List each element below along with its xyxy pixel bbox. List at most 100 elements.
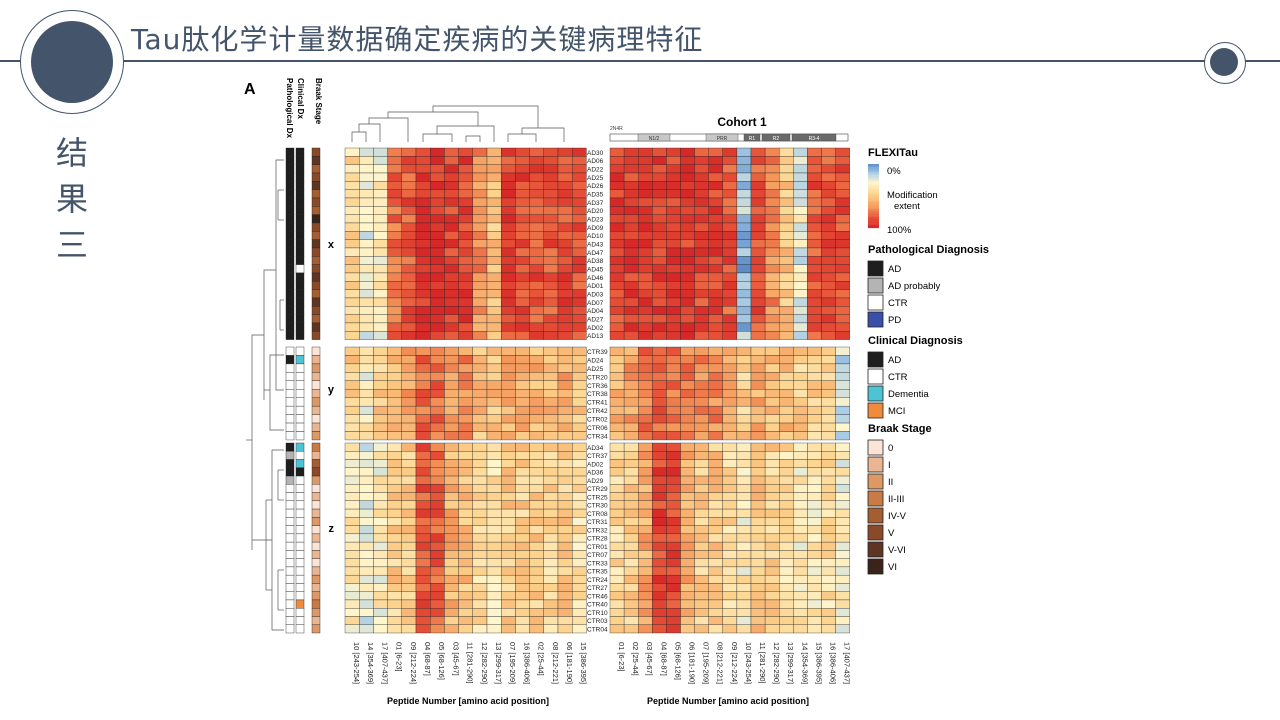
- heatmap-cell: [557, 525, 573, 535]
- heatmap-cell: [708, 574, 723, 584]
- heatmap-cell: [501, 616, 516, 625]
- sample-label: AD38: [587, 258, 604, 265]
- heatmap-cell: [359, 624, 374, 634]
- legend-gradient-step: [868, 194, 879, 197]
- heatmap-cell: [652, 189, 667, 199]
- heatmap-cell: [652, 541, 667, 551]
- heatmap-cell: [472, 389, 488, 398]
- heatmap-cell: [373, 363, 388, 373]
- annotation-cell: [295, 181, 305, 190]
- heatmap-cell: [387, 608, 402, 617]
- heatmap-cell: [430, 397, 445, 407]
- heatmap-cell: [750, 239, 766, 249]
- heatmap-cell: [359, 459, 374, 468]
- heatmap-cell: [430, 164, 445, 174]
- heatmap-cell: [708, 355, 723, 365]
- heatmap-cell: [444, 583, 459, 592]
- heatmap-cell: [359, 222, 374, 232]
- heatmap-cell: [708, 272, 723, 282]
- column-label: 07 [195-209]: [702, 642, 711, 684]
- heatmap-cell: [722, 508, 738, 518]
- heatmap-cell: [835, 517, 850, 526]
- heatmap-cell: [807, 414, 822, 424]
- heatmap-cell: [680, 431, 695, 441]
- legend-gradient-step: [868, 204, 879, 206]
- heatmap-cell: [387, 517, 402, 526]
- heatmap-right: [609, 147, 850, 634]
- heatmap-cell: [373, 297, 388, 307]
- heatmap-cell: [486, 264, 502, 274]
- sample-label: AD25: [587, 175, 604, 182]
- heatmap-cell: [623, 500, 639, 510]
- heatmap-cell: [609, 422, 625, 432]
- heatmap-cell: [623, 525, 639, 535]
- heatmap-cell: [666, 608, 681, 617]
- heatmap-cell: [430, 431, 445, 441]
- domain-label: PRR: [717, 136, 728, 142]
- heatmap-cell: [572, 172, 587, 182]
- heatmap-cell: [543, 247, 559, 257]
- heatmap-cell: [638, 599, 653, 609]
- annotation-cell: [285, 181, 295, 190]
- heatmap-cell: [807, 492, 822, 501]
- heatmap-cell: [501, 414, 516, 424]
- heatmap-cell: [722, 331, 738, 340]
- heatmap-cell: [708, 431, 723, 441]
- heatmap-cell: [515, 475, 530, 485]
- annotation-cell: [311, 247, 321, 257]
- heatmap-cell: [387, 624, 402, 634]
- heatmap-cell: [529, 517, 544, 526]
- annotation-cell: [285, 322, 295, 332]
- heatmap-cell: [430, 566, 445, 576]
- heatmap-cell: [430, 558, 445, 568]
- heatmap-cell: [680, 500, 695, 510]
- heatmap-cell: [501, 541, 516, 551]
- heatmap-cell: [638, 247, 653, 257]
- heatmap-cell: [779, 247, 794, 257]
- heatmap-cell: [501, 517, 516, 526]
- heatmap-cell: [359, 508, 374, 518]
- heatmap-cell: [680, 467, 695, 477]
- heatmap-cell: [708, 517, 723, 526]
- heatmap-cell: [623, 281, 639, 290]
- heatmap-cell: [779, 156, 794, 165]
- heatmap-cell: [708, 484, 723, 493]
- sample-label: AD26: [587, 183, 604, 190]
- heatmap-cell: [736, 322, 752, 332]
- heatmap-cell: [736, 372, 752, 381]
- heatmap-cell: [694, 492, 709, 501]
- annotation-cell: [295, 405, 305, 415]
- heatmap-cell: [458, 331, 473, 340]
- heatmap-cell: [609, 346, 625, 356]
- heatmap-cell: [708, 363, 723, 373]
- heatmap-cell: [472, 206, 488, 215]
- heatmap-cell: [609, 484, 625, 493]
- heatmap-cell: [708, 624, 723, 634]
- heatmap-cell: [835, 541, 850, 551]
- heatmap-cell: [680, 574, 695, 584]
- heatmap-cell: [736, 484, 752, 493]
- sample-label: AD07: [587, 300, 604, 307]
- heatmap-cell: [623, 541, 639, 551]
- heatmap-cell: [486, 389, 502, 398]
- heatmap-cell: [557, 517, 573, 526]
- legend-swatch: [867, 439, 884, 456]
- annotation-cell: [311, 289, 321, 299]
- heatmap-cell: [764, 281, 780, 290]
- heatmap-cell: [373, 272, 388, 282]
- heatmap-figure: A Pathological Dx Clinical Dx Braak Stage …: [244, 78, 989, 706]
- heatmap-cell: [529, 222, 544, 232]
- heatmap-cell: [638, 289, 653, 299]
- annotation-headers: Pathological Dx Clinical Dx Braak Stage: [285, 78, 323, 139]
- heatmap-cell: [793, 372, 808, 381]
- heatmap-cell: [515, 322, 530, 332]
- heatmap-cell: [529, 500, 544, 510]
- heatmap-cell: [821, 197, 836, 207]
- heatmap-cell: [486, 372, 502, 381]
- heatmap-cell: [458, 314, 473, 324]
- heatmap-cell: [458, 525, 473, 535]
- heatmap-cell: [543, 172, 559, 182]
- annotation-cell: [311, 164, 321, 174]
- heatmap-cell: [415, 414, 431, 424]
